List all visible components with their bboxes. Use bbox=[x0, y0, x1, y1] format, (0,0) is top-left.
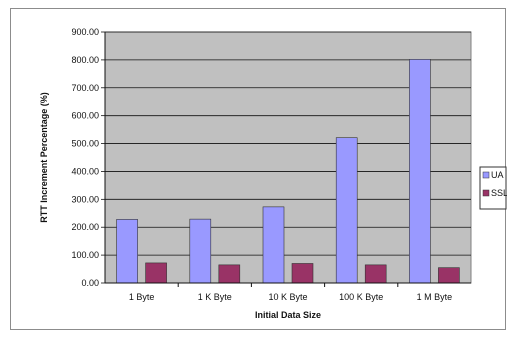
bar-ssl-3 bbox=[364, 264, 387, 284]
bar-ua-4 bbox=[409, 59, 431, 284]
y-tick-label: 300.00 bbox=[71, 194, 99, 204]
x-tick-label: 100 K Byte bbox=[339, 292, 383, 302]
y-tick-label: 200.00 bbox=[71, 222, 99, 232]
legend-swatch-ssl bbox=[482, 189, 490, 197]
legend-swatch-ua bbox=[482, 171, 490, 179]
x-tick-label: 10 K Byte bbox=[268, 292, 307, 302]
legend: UA SSL bbox=[479, 166, 507, 210]
chart-frame: 0.00 100.00 200.00 300.00 400.00 500.00 600.00… bbox=[10, 8, 507, 330]
y-tick-label: 700.00 bbox=[71, 83, 99, 93]
bar-ssl-1 bbox=[218, 264, 241, 284]
bar-ssl-2 bbox=[291, 263, 314, 284]
x-tick-label: 1 K Byte bbox=[198, 292, 232, 302]
x-tick-label: 1 M Byte bbox=[417, 292, 453, 302]
y-tick-labels: 0.00 100.00 200.00 300.00 400.00 500.00 600.00… bbox=[71, 27, 105, 288]
y-tick-label: 500.00 bbox=[71, 139, 99, 149]
y-tick-label: 600.00 bbox=[71, 111, 99, 121]
x-tick-label: 1 Byte bbox=[129, 292, 155, 302]
x-axis-title: Initial Data Size bbox=[255, 310, 321, 320]
legend-label-ua: UA bbox=[491, 170, 504, 180]
legend-label-ssl: SSL bbox=[491, 188, 507, 198]
bar-ssl-4 bbox=[438, 267, 460, 284]
bar-ua-1 bbox=[189, 218, 212, 284]
bar-ssl-0 bbox=[145, 262, 167, 284]
bar-ua-3 bbox=[335, 137, 358, 284]
y-tick-label: 400.00 bbox=[71, 166, 99, 176]
y-tick-label: 0.00 bbox=[81, 278, 99, 288]
bar-chart: 0.00 100.00 200.00 300.00 400.00 500.00 600.00… bbox=[39, 27, 507, 320]
y-tick-label: 900.00 bbox=[71, 27, 99, 37]
bar-ua-2 bbox=[262, 206, 285, 284]
x-tick-labels: 1 Byte 1 K Byte 10 K Byte 100 K Byte 1 M Byt… bbox=[129, 283, 452, 302]
y-tick-label: 800.00 bbox=[71, 55, 99, 65]
y-tick-label: 100.00 bbox=[71, 250, 99, 260]
bar-ua-0 bbox=[116, 219, 138, 284]
bars bbox=[116, 59, 460, 284]
y-axis-title: RTT Increment Percentage (%) bbox=[39, 92, 49, 223]
